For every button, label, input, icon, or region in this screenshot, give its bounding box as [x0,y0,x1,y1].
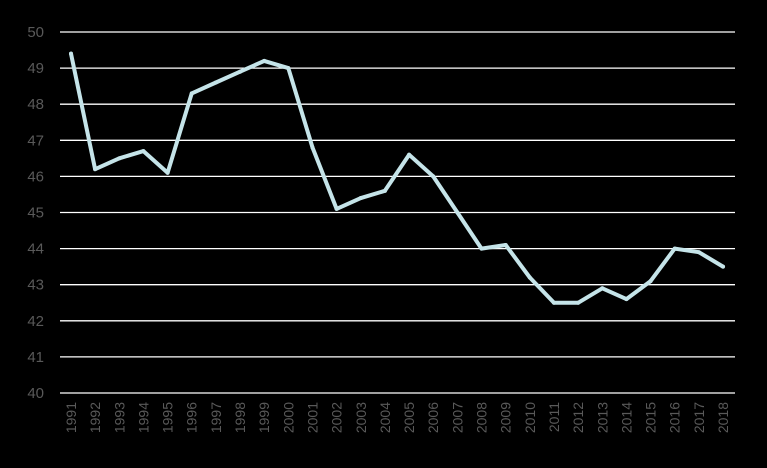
y-tick-label: 47 [27,132,44,149]
x-tick-label: 1991 [63,402,79,433]
data-point [648,279,653,284]
x-tick-label: 2015 [643,402,659,433]
data-point [334,206,339,211]
data-point [721,264,725,269]
data-point [672,246,677,251]
data-point [624,297,629,302]
x-tick-label: 1993 [111,402,127,433]
data-point [479,246,484,251]
x-tick-label: 2018 [715,402,731,433]
x-tick-label: 1994 [135,402,151,433]
data-point [238,69,243,74]
x-tick-label: 2017 [691,402,707,433]
x-tick-label: 2012 [570,402,586,433]
data-point [576,300,581,305]
data-point [310,145,315,150]
x-tick-label: 2009 [498,402,514,433]
data-point [503,242,508,247]
x-tick-label: 2011 [546,402,562,432]
y-tick-label: 44 [27,241,44,258]
y-axis-ticks: 40 41 42 43 44 45 46 47 48 49 50 [27,24,44,402]
y-tick-label: 40 [27,385,44,402]
x-tick-label: 1996 [184,402,200,433]
data-point [93,167,98,172]
y-tick-label: 43 [27,277,44,294]
x-tick-label: 2014 [618,402,634,433]
data-point [407,152,412,157]
y-tick-label: 45 [27,205,44,222]
x-tick-label: 2006 [425,402,441,433]
data-point [286,66,291,71]
data-point [696,250,701,255]
data-point [551,300,556,305]
gridlines [60,31,735,394]
series-layer [69,51,725,305]
y-tick-label: 42 [27,313,44,330]
x-tick-label: 1998 [232,402,248,433]
data-point [213,80,218,85]
y-tick-label: 48 [27,96,44,113]
data-point [358,196,363,201]
data-point [165,170,170,175]
x-tick-label: 2013 [594,402,610,433]
data-point [141,149,146,154]
x-tick-label: 2010 [522,402,538,433]
data-point [382,188,387,193]
y-tick-label: 49 [27,60,44,77]
x-tick-label: 1992 [87,402,103,433]
x-tick-label: 2007 [449,402,465,433]
data-point [455,210,460,215]
x-tick-label: 2003 [353,402,369,433]
x-tick-label: 1999 [256,402,272,433]
x-tick-label: 2004 [377,402,393,433]
x-tick-label: 2001 [304,402,320,433]
x-tick-label: 2016 [667,402,683,433]
series-line [69,51,725,305]
data-point [262,58,267,63]
data-point [69,51,73,56]
y-tick-label: 50 [27,24,44,41]
x-tick-label: 2005 [401,402,417,433]
x-tick-label: 2002 [329,402,345,433]
y-tick-label: 41 [27,349,44,366]
x-tick-label: 2000 [280,402,296,433]
x-tick-label: 2008 [474,402,490,433]
data-point [189,91,194,96]
data-point [527,275,532,280]
y-tick-label: 46 [27,168,44,185]
data-point [600,286,605,291]
x-tick-label: 1997 [208,402,224,433]
x-axis-ticks: 1991 1992 1993 1994 1995 1996 1997 1998 1999 2000… [63,402,731,433]
data-point [117,156,122,161]
data-point [431,174,436,179]
x-tick-label: 1995 [160,402,176,433]
